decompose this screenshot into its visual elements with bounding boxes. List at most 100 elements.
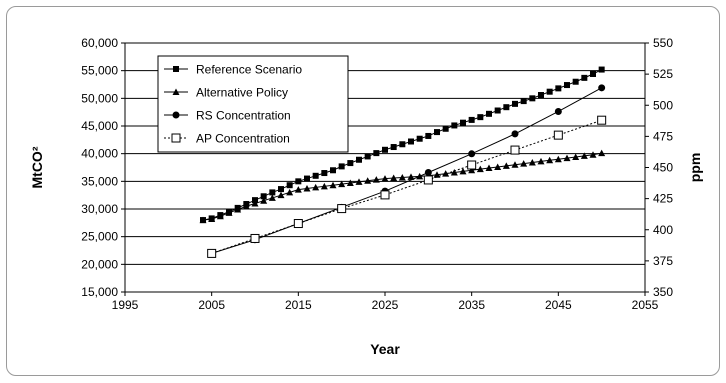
data-point xyxy=(494,107,501,114)
data-point xyxy=(459,167,467,175)
left-axis-title: MtCO² xyxy=(29,146,45,188)
data-point xyxy=(553,130,563,140)
data-point xyxy=(468,116,475,123)
legend-label: Reference Scenario xyxy=(196,63,302,77)
data-point xyxy=(364,177,372,184)
left-tick-label: 25,000 xyxy=(81,230,118,244)
data-point xyxy=(208,215,216,222)
legend: Reference Scenario Alternative Policy RS C… xyxy=(157,55,349,153)
data-point xyxy=(589,151,597,158)
data-point xyxy=(295,178,302,185)
data-point xyxy=(598,66,605,73)
left-tick-label: 20,000 xyxy=(81,257,118,271)
data-point xyxy=(511,161,519,168)
data-point xyxy=(572,153,580,160)
right-tick-label: 500 xyxy=(653,98,673,112)
data-point xyxy=(356,156,362,163)
right-axis-title: ppm xyxy=(687,153,703,183)
data-point xyxy=(520,160,528,167)
x-tick-label: 2005 xyxy=(198,298,225,312)
data-point xyxy=(286,188,294,196)
data-point xyxy=(590,70,596,77)
x-tick-label: 2055 xyxy=(632,298,659,312)
data-point xyxy=(468,166,476,174)
data-point xyxy=(476,165,484,173)
data-point xyxy=(382,146,388,153)
series-1 xyxy=(199,149,606,224)
data-point xyxy=(450,168,458,176)
data-point xyxy=(330,167,336,174)
left-tick-label: 60,000 xyxy=(81,36,118,50)
data-point xyxy=(260,193,267,200)
left-tick-label: 40,000 xyxy=(81,147,118,161)
series-line xyxy=(211,87,602,254)
right-tick-label: 450 xyxy=(653,161,673,175)
legend-box xyxy=(157,55,349,153)
data-point xyxy=(510,145,520,155)
data-point xyxy=(442,125,449,132)
data-point xyxy=(286,182,293,189)
data-point xyxy=(598,84,606,92)
data-point xyxy=(269,189,276,196)
series-layer xyxy=(199,66,607,258)
data-point xyxy=(347,160,354,167)
right-tick-label: 550 xyxy=(653,36,673,50)
data-point xyxy=(563,154,571,162)
data-point xyxy=(598,149,606,157)
legend-marker xyxy=(172,111,180,119)
data-point xyxy=(251,199,259,207)
legend-label: RS Concentration xyxy=(196,109,291,123)
data-point xyxy=(338,163,345,170)
data-point xyxy=(581,74,588,81)
data-point xyxy=(580,152,588,159)
right-tick-label: 400 xyxy=(653,223,673,237)
data-point xyxy=(312,183,320,191)
x-tick-label: 1995 xyxy=(112,298,139,312)
data-point xyxy=(207,248,217,258)
right-tick-label: 475 xyxy=(653,129,673,143)
left-tick-label: 50,000 xyxy=(81,91,118,105)
left-tick-label: 55,000 xyxy=(81,64,118,78)
right-tick-label: 525 xyxy=(653,67,673,81)
data-point xyxy=(423,175,433,185)
data-point xyxy=(364,153,371,160)
data-point xyxy=(294,186,302,193)
data-point xyxy=(425,132,432,139)
data-point xyxy=(234,206,242,213)
x-tick-label: 2035 xyxy=(458,298,485,312)
data-point xyxy=(216,212,224,220)
data-point xyxy=(293,219,303,229)
data-point xyxy=(399,141,406,148)
data-point xyxy=(312,172,319,179)
data-point xyxy=(485,164,493,172)
right-tick-label: 375 xyxy=(653,254,673,268)
data-point xyxy=(564,82,570,89)
x-tick-label: 2025 xyxy=(372,298,399,312)
right-tick-label: 425 xyxy=(653,192,673,206)
data-point xyxy=(528,159,536,166)
data-point xyxy=(424,168,432,176)
data-point xyxy=(460,119,466,126)
data-point xyxy=(494,163,502,170)
data-point xyxy=(555,85,562,92)
data-point xyxy=(451,122,458,129)
data-point xyxy=(390,174,398,182)
left-tick-label: 35,000 xyxy=(81,174,118,188)
x-axis-ticks: 1995 2005 2015 2025 2035 2045 2055 xyxy=(112,292,659,312)
left-axis-ticks: 15,000 20,000 25,000 30,000 35,000 40,000 45,0… xyxy=(81,36,125,299)
left-tick-label: 45,000 xyxy=(81,119,118,133)
x-tick-label: 2015 xyxy=(285,298,312,312)
data-point xyxy=(398,173,406,181)
right-axis-ticks: 350 375 400 425 450 475 500 525 550 xyxy=(645,36,673,299)
data-point xyxy=(407,173,415,180)
data-point xyxy=(529,95,536,102)
data-point xyxy=(303,185,311,192)
legend-marker xyxy=(172,88,180,95)
data-point xyxy=(511,130,519,138)
data-point xyxy=(372,176,380,183)
data-point xyxy=(250,233,260,243)
data-point xyxy=(597,115,607,125)
data-point xyxy=(502,162,510,169)
data-point xyxy=(467,160,477,170)
